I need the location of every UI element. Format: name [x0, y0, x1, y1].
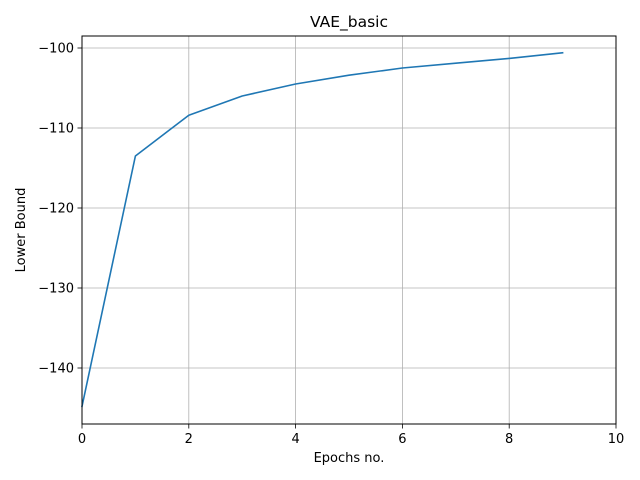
series-layer — [81, 51, 564, 408]
y-tick-label: −120 — [38, 202, 74, 217]
x-tick-label: 4 — [291, 432, 299, 447]
plot-frame — [81, 35, 617, 425]
y-axis-label: Lower Bound — [14, 188, 29, 273]
series-line — [81, 51, 564, 408]
x-tick-label: 0 — [78, 432, 86, 447]
x-tick-label: 10 — [608, 432, 625, 447]
x-tick-label: 2 — [185, 432, 193, 447]
x-axis-label: Epochs no. — [314, 451, 385, 466]
y-tick-label: −140 — [38, 362, 74, 377]
ticks: 0 2 4 6 8 10 −140 −130 −120 −110 −100 — [38, 42, 624, 448]
chart-title: VAE_basic — [310, 13, 388, 32]
y-tick-label: −110 — [38, 122, 74, 137]
x-tick-label: 6 — [398, 432, 406, 447]
y-tick-label: −100 — [38, 42, 74, 57]
y-tick-label: −130 — [38, 282, 74, 297]
x-tick-label: 8 — [505, 432, 513, 447]
